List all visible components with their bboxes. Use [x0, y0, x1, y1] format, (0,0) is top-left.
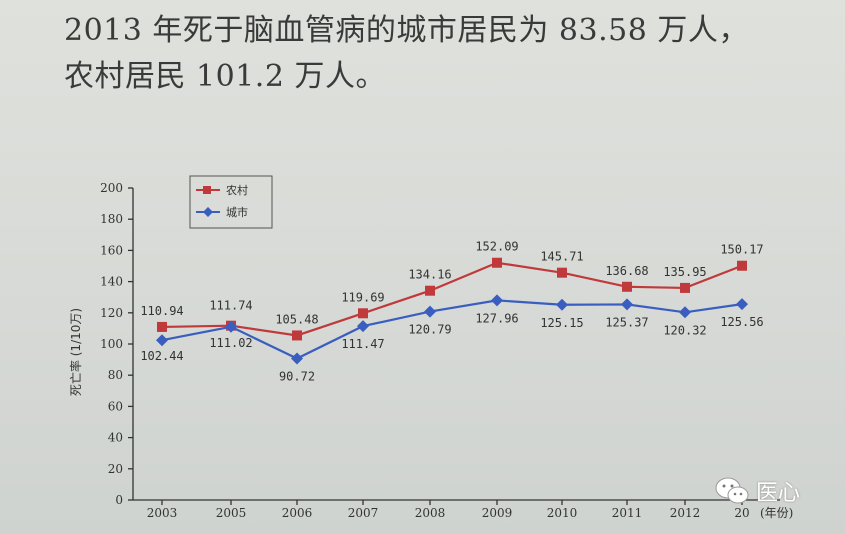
urban-data-label: 120.32	[663, 323, 706, 337]
y-tick-label: 40	[108, 431, 123, 445]
x-tick-label: 2009	[482, 506, 513, 520]
urban-data-label: 127.96	[475, 311, 518, 325]
y-axis-label: 死亡率 (1/10万)	[68, 308, 83, 396]
rural-point	[737, 260, 747, 271]
y-tick-label: 20	[108, 462, 123, 476]
rural-point	[492, 257, 502, 268]
urban-point	[156, 334, 168, 347]
watermark-text: 医心	[756, 481, 801, 506]
rural-point	[622, 281, 632, 292]
x-axis-suffix: (年份)	[760, 506, 793, 520]
y-tick-label: 0	[115, 493, 123, 507]
rural-data-label: 134.16	[408, 268, 451, 282]
rural-data-label: 150.17	[720, 243, 763, 257]
rural-point	[680, 282, 690, 293]
urban-point	[621, 298, 633, 311]
rural-point	[557, 267, 567, 278]
y-tick-label: 120	[100, 306, 123, 320]
rural-data-label: 152.09	[475, 240, 518, 254]
urban-data-label: 90.72	[279, 369, 315, 383]
x-tick-label: 2008	[415, 506, 446, 520]
y-tick-label: 200	[100, 181, 123, 195]
rural-data-label: 136.68	[605, 264, 648, 278]
headline-line-1: 2013 年死于脑血管病的城市居民为 83.58 万人，	[64, 13, 749, 48]
urban-data-label: 125.37	[605, 315, 648, 329]
x-tick-label: 20	[734, 506, 749, 520]
rural-data-label: 110.94	[140, 304, 183, 318]
x-tick-label: 2003	[147, 506, 178, 520]
urban-point	[424, 305, 436, 318]
urban-data-label: 125.56	[720, 315, 763, 329]
urban-point	[491, 294, 503, 307]
x-tick-label: 2012	[670, 506, 701, 520]
y-tick-label: 140	[100, 275, 123, 289]
legend-box	[189, 175, 273, 229]
wechat-icon	[715, 477, 749, 504]
x-tick-label: 2010	[547, 506, 578, 520]
rural-data-label: 135.95	[663, 265, 706, 279]
urban-data-label: 102.44	[140, 349, 183, 363]
y-tick-label: 100	[100, 337, 123, 351]
urban-data-label: 120.79	[408, 323, 451, 337]
urban-data-label: 111.02	[209, 336, 252, 350]
rural-point	[425, 285, 435, 296]
y-tick-label: 180	[100, 212, 123, 226]
rural-data-label: 145.71	[540, 250, 583, 264]
legend-rural-label: 农村	[226, 183, 248, 197]
x-tick-label: 2011	[612, 506, 643, 520]
y-tick-label: 60	[108, 399, 123, 413]
rural-data-label: 119.69	[341, 290, 384, 304]
rural-data-label: 111.74	[209, 299, 252, 313]
urban-data-label: 125.15	[540, 316, 583, 330]
x-tick-label: 2005	[216, 506, 247, 520]
watermark: 医心	[714, 474, 834, 508]
urban-point	[556, 298, 568, 311]
x-tick-label: 2007	[348, 506, 379, 520]
legend-urban-label: 城市	[226, 205, 248, 219]
rural-point	[157, 321, 167, 332]
y-tick-label: 160	[100, 243, 123, 257]
urban-point	[291, 352, 303, 365]
urban-point	[225, 320, 237, 333]
urban-point	[679, 306, 691, 319]
urban-data-label: 111.47	[341, 337, 384, 351]
rural-point	[292, 330, 302, 341]
legend-rural-marker	[203, 186, 211, 194]
y-tick-label: 80	[108, 368, 123, 382]
headline-line-2: 农村居民 101.2 万人。	[64, 59, 386, 94]
x-tick-label: 2006	[282, 506, 313, 520]
rural-point	[358, 308, 368, 319]
rural-series-line	[161, 261, 743, 337]
headline: 2013 年死于脑血管病的城市居民为 83.58 万人， 农村居民 101.2 …	[64, 8, 824, 100]
urban-point	[736, 298, 748, 311]
legend-urban-marker	[203, 207, 213, 217]
urban-point	[357, 320, 369, 333]
urban-series-line	[161, 299, 743, 360]
rural-data-label: 105.48	[275, 312, 318, 326]
